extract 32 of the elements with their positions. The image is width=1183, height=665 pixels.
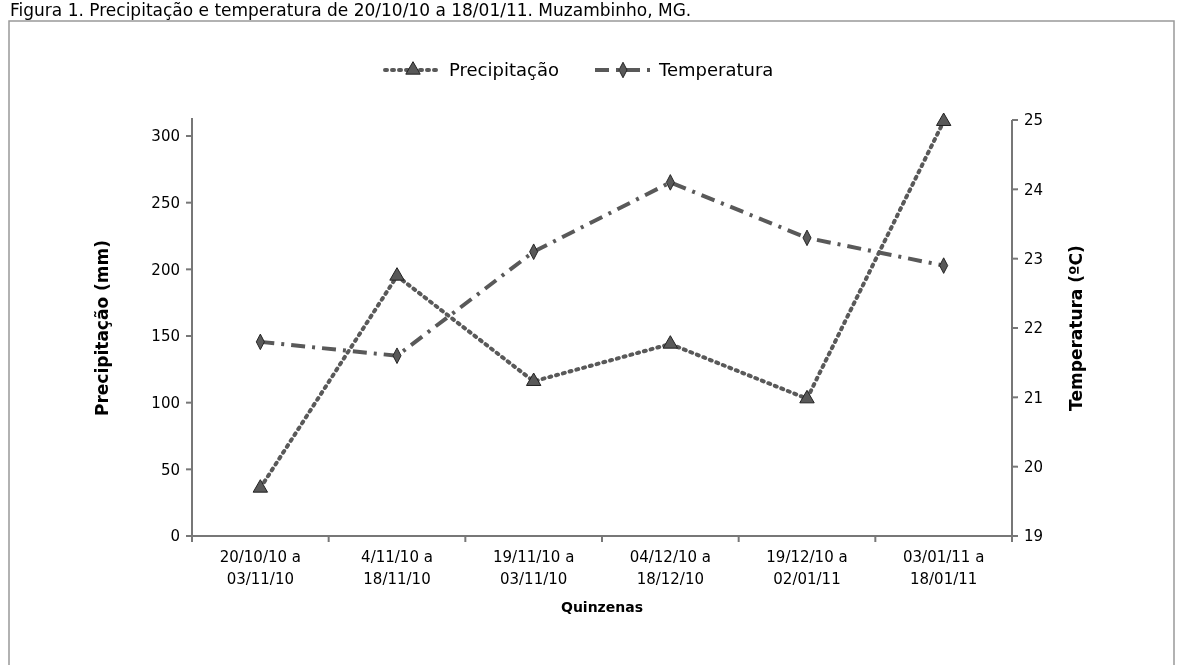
y2-tick-label: 23: [1024, 249, 1044, 268]
y-axis-title: Precipitação (mm): [92, 240, 112, 416]
y-tick-label: 200: [151, 260, 180, 279]
y-tick-label: 50: [160, 460, 180, 479]
x-axis-title: Quinzenas: [560, 599, 644, 615]
x-tick-label: 04/12/10 a 18/12/10: [629, 548, 711, 588]
y-tick-label: 250: [151, 193, 180, 212]
y2-tick-label: 21: [1024, 388, 1044, 407]
point: [525, 372, 542, 386]
x-tick-label: 19/11/10 a 03/11/10: [493, 548, 575, 588]
y-tick-label: 150: [151, 327, 180, 346]
y2-tick-label: 20: [1024, 457, 1044, 476]
y2-tick-label: 25: [1024, 111, 1044, 130]
y-tick-label: 300: [151, 127, 180, 146]
x-tick-label: 19/12/10 a 02/01/11: [766, 548, 848, 588]
point: [935, 112, 952, 126]
x-tick-label: 20/10/10 a 03/11/10: [219, 548, 301, 588]
y-tick-label: 100: [151, 393, 180, 412]
x-tick-label: 4/11/10 a 18/11/10: [361, 548, 433, 588]
point: [662, 335, 679, 349]
y2-tick-label: 24: [1024, 180, 1044, 199]
legend-label: Precipitação: [449, 59, 559, 81]
point: [252, 479, 269, 493]
chart-title: Figura 1. Precipitação e temperatura de 20/10/10 a 18/01/11. Muzambinho, MG.: [10, 0, 692, 20]
y2-tick-label: 19: [1024, 527, 1044, 546]
y2-axis-title: Temperatura (ºC): [1066, 245, 1086, 411]
x-tick-label: 03/01/11 a 18/01/11: [903, 548, 985, 588]
y2-tick-label: 22: [1024, 319, 1044, 338]
y-tick-label: 0: [170, 527, 180, 546]
point: [799, 389, 815, 404]
point: [389, 267, 405, 281]
legend-label: Temperatura: [658, 59, 774, 81]
